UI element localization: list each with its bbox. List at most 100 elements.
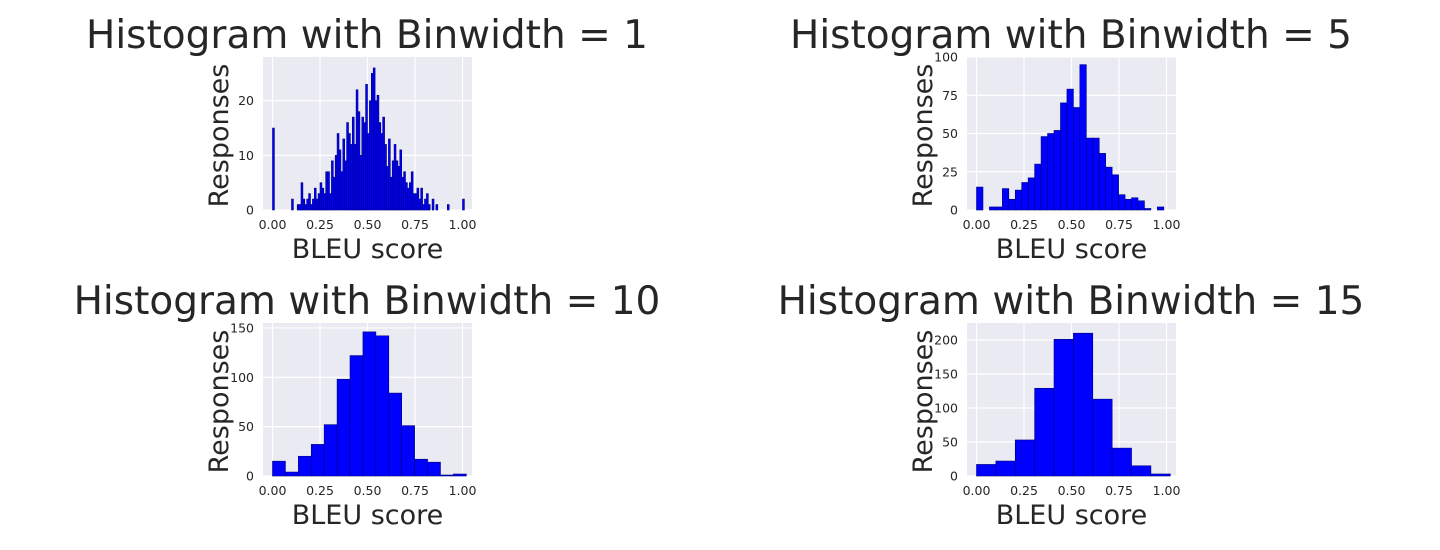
y-tick-label: 0 — [950, 469, 958, 484]
histogram-bar — [1118, 194, 1126, 211]
histogram-bar — [349, 355, 364, 477]
chart-title: Histogram with Binwidth = 10 — [74, 279, 661, 324]
histogram-bar — [1040, 136, 1048, 211]
histogram-bar — [462, 198, 465, 211]
histogram-bar — [414, 458, 428, 477]
histogram-bar — [1073, 107, 1081, 211]
x-axis-label: BLEU score — [996, 500, 1148, 531]
x-tick-label: 0.00 — [259, 217, 287, 232]
x-axis-label: BLEU score — [996, 234, 1148, 265]
y-axis-label: Responses — [204, 64, 235, 208]
histogram-bar — [272, 127, 275, 211]
histogram-bar — [1092, 137, 1100, 211]
histogram-bar — [375, 335, 390, 477]
histogram-bar — [327, 171, 330, 211]
histogram-bar — [1098, 153, 1106, 211]
histogram-bar — [995, 460, 1016, 477]
histogram-bar — [362, 331, 377, 477]
histogram-bar — [1014, 439, 1035, 477]
histogram-bar — [1157, 206, 1165, 211]
histogram-bar — [1066, 88, 1074, 211]
histogram-bar — [1131, 465, 1152, 477]
y-axis-label: Responses — [204, 330, 235, 474]
y-tick-label: 50 — [942, 126, 958, 141]
y-axis-label: Responses — [908, 330, 939, 474]
histogram-panel-1: 0.00 0.25 0.50 0.75 1.00 0 10 20 Histogram with … — [86, 13, 648, 265]
histogram-bar — [440, 474, 454, 477]
y-tick-label: 75 — [942, 88, 958, 103]
y-tick-label: 10 — [238, 148, 254, 163]
x-tick-label: 0.00 — [259, 483, 287, 498]
histogram-bar — [446, 204, 450, 211]
histogram-bar — [427, 461, 441, 477]
x-tick-label: 0.75 — [401, 217, 429, 232]
histogram-bar — [308, 193, 311, 211]
histogram-bar — [427, 204, 431, 211]
y-tick-label: 50 — [238, 419, 254, 434]
histogram-bar — [410, 171, 414, 211]
x-tick-label: 0.75 — [1105, 483, 1133, 498]
y-tick-label: 150 — [230, 320, 254, 335]
histogram-panel-4: 0.00 0.25 0.50 0.75 1.00 0 50 100 150 200 Histogra… — [778, 279, 1365, 531]
histogram-bar — [976, 464, 997, 477]
histogram-bar — [431, 198, 435, 211]
chart-title: Histogram with Binwidth = 15 — [778, 279, 1365, 324]
histogram-bar — [1111, 174, 1119, 211]
histogram-bar — [300, 182, 304, 211]
histogram-bar — [298, 455, 312, 477]
histogram-bar — [272, 460, 286, 477]
x-tick-label: 0.25 — [306, 483, 334, 498]
histogram-bar — [1092, 398, 1113, 477]
histogram-bar — [1008, 198, 1016, 211]
histogram-bar — [323, 424, 338, 477]
histogram-bar — [453, 473, 467, 477]
histogram-bar — [1014, 189, 1023, 211]
histogram-bar — [1047, 133, 1055, 211]
histogram-bar — [989, 206, 997, 211]
x-tick-label: 1.00 — [1153, 483, 1181, 498]
y-tick-label: 0 — [246, 203, 254, 218]
histogram-bar — [1079, 64, 1087, 211]
histogram-bar — [1021, 182, 1029, 211]
x-axis-label: BLEU score — [292, 234, 444, 265]
histogram-bar — [435, 204, 439, 211]
histogram-bar — [1053, 130, 1061, 211]
x-tick-label: 0.00 — [963, 217, 991, 232]
histogram-bar — [995, 206, 1003, 211]
x-tick-label: 0.75 — [1105, 217, 1133, 232]
chart-title: Histogram with Binwidth = 5 — [790, 13, 1352, 58]
x-tick-label: 0.50 — [1058, 483, 1086, 498]
x-tick-label: 0.00 — [963, 483, 991, 498]
histogram-bar — [976, 186, 984, 211]
x-tick-label: 1.00 — [449, 483, 477, 498]
x-tick-label: 0.75 — [401, 483, 429, 498]
histogram-bar — [1111, 447, 1132, 477]
y-tick-label: 0 — [246, 469, 254, 484]
histogram-bar — [1124, 198, 1132, 211]
x-tick-label: 1.00 — [449, 217, 477, 232]
histogram-bar — [388, 138, 391, 211]
y-tick-label: 25 — [942, 164, 958, 179]
histogram-bar — [1034, 387, 1055, 477]
y-tick-label: 20 — [238, 93, 254, 108]
histogram-bar — [310, 444, 325, 477]
y-tick-label: 100 — [230, 370, 254, 385]
x-tick-label: 0.50 — [1058, 217, 1086, 232]
x-tick-label: 1.00 — [1153, 217, 1181, 232]
x-tick-label: 0.50 — [354, 483, 382, 498]
histogram-bar — [1086, 137, 1094, 211]
histogram-bar — [1150, 473, 1171, 477]
histogram-bar — [1137, 200, 1145, 211]
y-tick-label: 0 — [950, 203, 958, 218]
histogram-bar — [1073, 332, 1094, 477]
y-tick-label: 150 — [934, 367, 958, 382]
histogram-bar — [1105, 166, 1113, 211]
histogram-bar — [1144, 208, 1152, 211]
histogram-bar — [1027, 177, 1035, 211]
histogram-bar — [426, 193, 429, 211]
x-tick-label: 0.50 — [354, 217, 382, 232]
histogram-bar — [291, 198, 294, 211]
y-tick-label: 200 — [934, 333, 958, 348]
